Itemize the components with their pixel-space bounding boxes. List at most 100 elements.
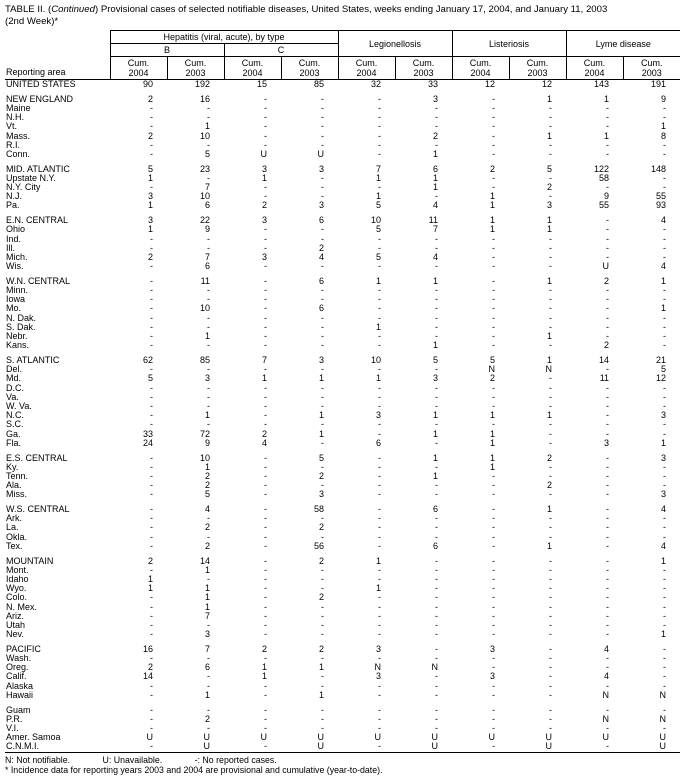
- value-cell: 1: [261, 172, 267, 183]
- value-cell: -: [264, 610, 267, 621]
- value-cell: -: [663, 285, 667, 296]
- value-cell: 1: [318, 373, 324, 384]
- reporting-area-cell: N.H.: [6, 112, 24, 123]
- reporting-area-cell: Nebr.: [6, 331, 28, 342]
- value-cell: -: [264, 540, 267, 551]
- value-cell: N: [488, 364, 496, 375]
- value-cell: -: [492, 312, 496, 323]
- value-cell: 3: [318, 489, 324, 500]
- reporting-area-cell: Md.: [6, 373, 22, 384]
- value-cell: -: [150, 489, 153, 500]
- value-cell: -: [264, 704, 267, 715]
- value-cell: U: [488, 732, 496, 743]
- value-cell: -: [549, 489, 553, 500]
- value-cell: -: [321, 191, 324, 202]
- value-cell: -: [663, 610, 667, 621]
- reporting-area-cell: E.S. CENTRAL: [6, 452, 68, 463]
- value-cell: -: [264, 531, 267, 542]
- value-cell: 1: [661, 555, 667, 566]
- value-cell: -: [435, 382, 439, 393]
- value-cell: 1: [433, 428, 439, 439]
- reporting-area-cell: Ariz.: [6, 610, 24, 621]
- value-cell: -: [663, 242, 667, 253]
- value-cell: -: [492, 331, 496, 342]
- value-cell: -: [492, 601, 496, 612]
- value-cell: -: [492, 583, 496, 594]
- reporting-area-cell: Kans.: [6, 340, 30, 351]
- table-row: N.J. 3 10 - - 1 - 1 - 9 55: [5, 192, 680, 201]
- reporting-area-cell: N.C.: [6, 410, 24, 421]
- value-cell: 5: [318, 452, 324, 463]
- reporting-area-cell: Hawaii: [6, 689, 34, 700]
- value-cell: -: [606, 583, 610, 594]
- value-cell: 4: [604, 643, 610, 654]
- value-cell: 143: [594, 79, 610, 89]
- value-cell: -: [207, 340, 210, 351]
- value-cell: 55: [656, 191, 667, 202]
- value-cell: 33: [142, 428, 153, 439]
- value-cell: -: [150, 689, 153, 700]
- value-cell: 2: [147, 93, 153, 104]
- value-cell: -: [150, 121, 153, 132]
- table-row: Wis. - 6 - - - - - - U 4: [5, 261, 680, 271]
- value-cell: -: [150, 564, 153, 575]
- footnote-legend: N: Not notifiable. U: Unavailable. -: No…: [5, 755, 680, 766]
- value-cell: -: [264, 689, 267, 700]
- table-row: C.N.M.I. - U - U - U - U - U: [5, 742, 680, 752]
- reporting-area-cell: Mont.: [6, 564, 29, 575]
- value-cell: -: [150, 610, 153, 621]
- value-cell: -: [378, 182, 381, 193]
- reporting-area-cell: MOUNTAIN: [6, 555, 54, 566]
- value-cell: 3: [490, 643, 496, 654]
- value-cell: -: [492, 513, 496, 524]
- value-cell: 3: [261, 251, 267, 262]
- value-cell: -: [606, 419, 610, 430]
- value-cell: -: [435, 242, 439, 253]
- value-cell: -: [606, 680, 610, 691]
- value-cell: 1: [547, 331, 553, 342]
- reporting-area-cell: C.N.M.I.: [6, 741, 39, 752]
- table-row: Oreg. 2 6 1 1 N N - - - -: [5, 663, 680, 672]
- value-cell: U: [545, 741, 553, 752]
- reporting-area-cell: P.R.: [6, 713, 23, 724]
- value-cell: -: [321, 629, 324, 640]
- value-cell: 2: [147, 555, 153, 566]
- value-cell: U: [431, 732, 439, 743]
- value-cell: -: [264, 303, 267, 314]
- value-cell: -: [549, 373, 553, 384]
- value-cell: -: [150, 102, 153, 113]
- value-cell: 8: [661, 130, 667, 141]
- value-cell: 93: [656, 200, 667, 211]
- value-cell: 7: [204, 251, 210, 262]
- value-cell: -: [492, 470, 496, 481]
- value-cell: U: [203, 732, 211, 743]
- value-cell: -: [378, 148, 381, 159]
- value-cell: -: [207, 233, 210, 244]
- value-cell: -: [150, 531, 153, 542]
- value-cell: -: [150, 680, 153, 691]
- value-cell: 3: [318, 200, 324, 211]
- value-cell: -: [321, 619, 324, 630]
- table-row: Ga. 33 72 2 1 - 1 1 - - -: [5, 428, 680, 439]
- value-cell: -: [207, 419, 210, 430]
- value-cell: -: [549, 564, 553, 575]
- value-cell: 148: [651, 163, 667, 174]
- value-cell: -: [606, 303, 610, 314]
- value-cell: 4: [661, 540, 667, 551]
- value-cell: -: [264, 102, 267, 113]
- value-cell: -: [663, 704, 667, 715]
- value-cell: 2: [147, 251, 153, 262]
- value-cell: -: [207, 704, 210, 715]
- value-cell: -: [549, 102, 553, 113]
- reporting-area-cell: Va.: [6, 391, 19, 402]
- table-row: Nev. - 3 - - - - - - - 1: [5, 629, 680, 640]
- value-cell: -: [435, 480, 439, 491]
- value-cell: -: [663, 723, 667, 733]
- value-cell: N: [602, 689, 610, 700]
- value-cell: 1: [433, 275, 439, 286]
- value-cell: -: [492, 93, 496, 104]
- reporting-area-cell: Pa.: [6, 200, 20, 211]
- value-cell: 2: [204, 480, 210, 491]
- value-cell: -: [378, 573, 381, 584]
- value-cell: -: [492, 680, 496, 691]
